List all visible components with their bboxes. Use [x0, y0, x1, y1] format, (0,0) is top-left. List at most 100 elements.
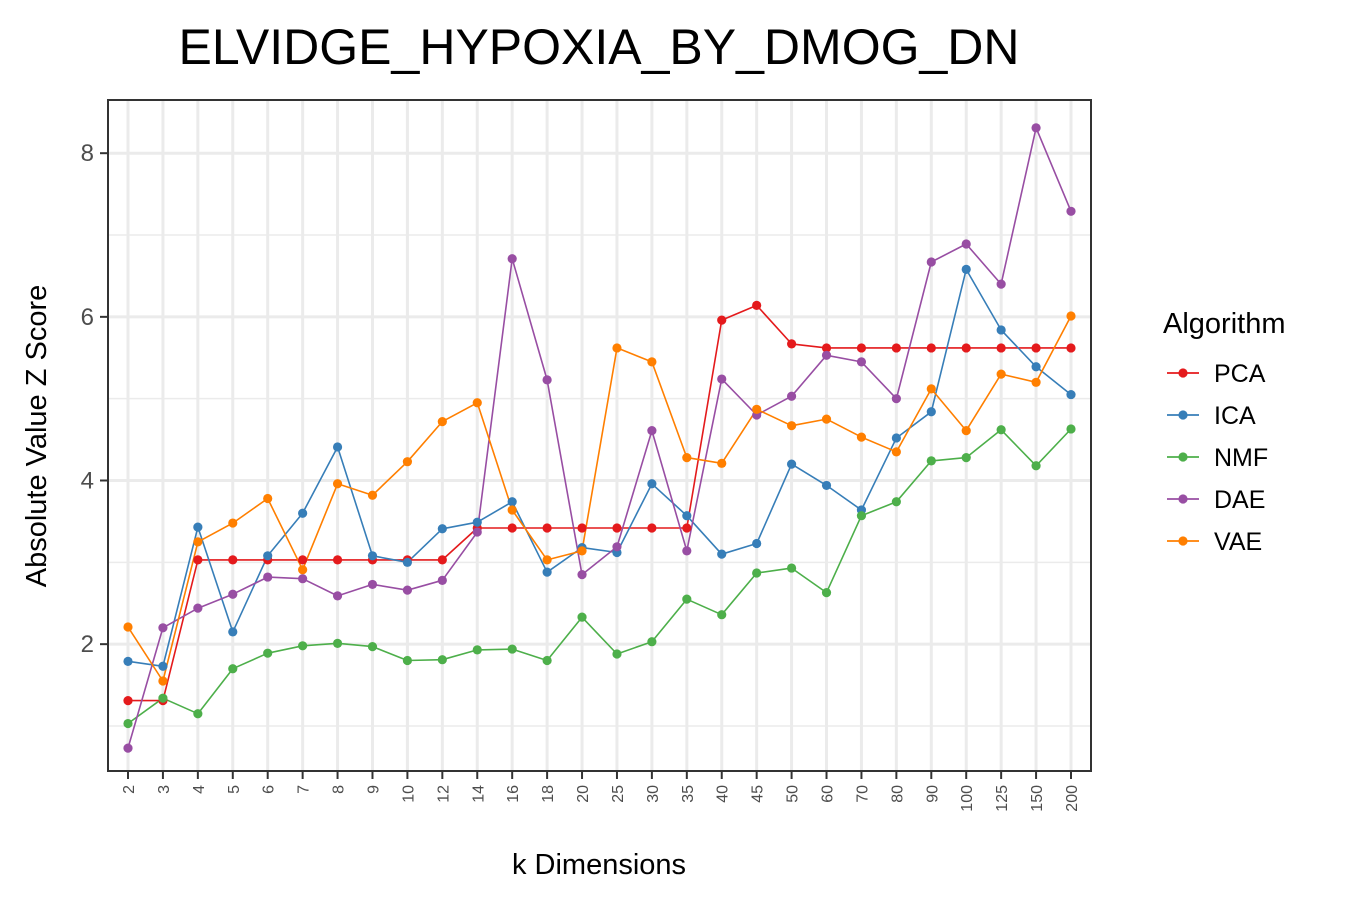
data-point-ica — [437, 524, 447, 534]
legend-label-pca: PCA — [1214, 360, 1266, 388]
legend-label-ica: ICA — [1214, 402, 1256, 430]
data-point-pca — [891, 343, 901, 353]
data-point-vae — [682, 452, 692, 463]
data-point-vae — [1031, 377, 1041, 387]
x-tick-label: 16 — [505, 785, 522, 803]
x-axis: 2 3 4 5 6 7 8 9 10 12 14 16 18 20 25 30 35 40 45 50 60 70 80 90… — [121, 771, 1081, 812]
data-point-nmf — [856, 511, 867, 521]
x-tick-label: 18 — [540, 785, 557, 803]
x-tick-label: 14 — [470, 785, 487, 803]
x-tick-label: 8 — [331, 785, 348, 794]
data-point-pca — [612, 523, 622, 533]
data-point-dae — [263, 572, 273, 582]
legend-label-vae: VAE — [1214, 528, 1262, 556]
x-tick-label: 6 — [261, 785, 278, 794]
x-tick-label: 100 — [959, 785, 976, 812]
legend-marker-vae — [1178, 536, 1188, 546]
series-line-pca — [128, 304, 1071, 702]
data-point-nmf — [402, 655, 413, 666]
data-point-nmf — [228, 664, 238, 674]
data-point-vae — [926, 384, 936, 394]
data-point-vae — [332, 479, 343, 489]
x-tick-label: 80 — [889, 785, 906, 803]
x-tick-label: 90 — [924, 785, 941, 803]
x-tick-label: 9 — [365, 785, 382, 794]
data-point-nmf — [158, 693, 168, 703]
data-point-ica — [1066, 389, 1076, 400]
data-point-vae — [472, 398, 482, 408]
data-point-pca — [332, 555, 343, 565]
series-line-nmf — [127, 428, 1072, 725]
legend-marker-ica — [1178, 410, 1188, 420]
x-tick-label: 70 — [854, 785, 871, 803]
data-point-nmf — [682, 594, 692, 604]
data-point-dae — [332, 591, 343, 601]
data-point-ica — [298, 508, 308, 518]
data-point-nmf — [1066, 424, 1076, 434]
data-point-nmf — [786, 563, 797, 573]
x-tick-label: 200 — [1064, 785, 1081, 812]
data-point-ica — [717, 549, 727, 559]
legend-marker-pca — [1178, 368, 1188, 378]
data-point-ica — [402, 557, 413, 567]
data-point-vae — [961, 425, 971, 436]
data-point-vae — [542, 555, 552, 565]
data-point-pca — [228, 555, 238, 565]
data-point-dae — [542, 375, 552, 385]
data-point-ica — [228, 627, 238, 637]
legend-items: PCA ICA NMF DAE VAE — [1167, 360, 1268, 556]
data-point-vae — [717, 458, 727, 468]
data-point-vae — [786, 421, 797, 431]
data-point-nmf — [263, 648, 273, 658]
data-point-pca — [717, 315, 727, 325]
data-point-dae — [996, 279, 1006, 289]
data-point-vae — [158, 676, 168, 686]
data-point-vae — [367, 490, 378, 500]
x-tick-label: 150 — [1029, 785, 1046, 812]
y-tick-label: 2 — [81, 631, 94, 658]
y-tick-label: 6 — [81, 304, 94, 331]
data-point-vae — [123, 622, 133, 632]
data-point-ica — [367, 551, 378, 561]
data-point-dae — [437, 575, 447, 585]
data-point-pca — [577, 523, 587, 533]
x-tick-label: 30 — [645, 785, 662, 803]
grid-major — [108, 100, 1091, 771]
x-tick-label: 5 — [226, 785, 243, 794]
x-tick-label: 45 — [750, 785, 767, 803]
data-point-pca — [821, 343, 832, 353]
data-point-vae — [298, 565, 308, 575]
data-point-dae — [961, 239, 971, 249]
data-point-nmf — [507, 644, 517, 654]
data-point-dae — [158, 623, 168, 633]
x-tick-label: 60 — [820, 785, 837, 803]
x-tick-label: 35 — [680, 785, 697, 803]
y-axis-title: Absolute Value Z Score — [21, 285, 53, 588]
data-point-pca — [856, 343, 867, 353]
data-point-nmf — [298, 641, 308, 651]
data-point-ica — [263, 551, 273, 561]
data-point-ica — [542, 567, 552, 577]
x-tick-label: 3 — [156, 785, 173, 794]
data-point-pca — [1066, 343, 1076, 353]
data-point-pca — [996, 343, 1006, 353]
data-point-pca — [786, 339, 797, 349]
data-point-dae — [123, 743, 133, 753]
data-point-vae — [193, 537, 203, 547]
data-point-ica — [682, 511, 692, 521]
data-point-nmf — [123, 718, 133, 729]
data-point-nmf — [926, 456, 936, 466]
data-point-pca — [961, 343, 971, 353]
plot-background — [108, 100, 1091, 771]
data-point-vae — [752, 404, 762, 414]
data-point-ica — [647, 479, 657, 489]
data-point-vae — [891, 447, 901, 457]
data-point-dae — [193, 603, 203, 613]
data-point-nmf — [542, 655, 552, 666]
data-point-pca — [926, 343, 936, 353]
data-point-dae — [367, 579, 378, 590]
data-point-pca — [647, 523, 657, 533]
data-point-vae — [228, 518, 238, 528]
data-point-dae — [717, 374, 727, 384]
